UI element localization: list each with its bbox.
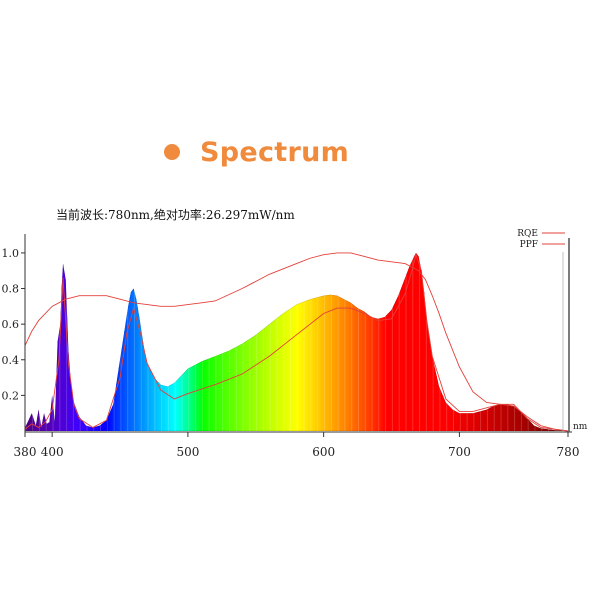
- cursor-readout: 当前波长:780nm,绝对功率:26.297mW/nm: [56, 208, 295, 222]
- chart-title: Spectrum: [200, 136, 350, 168]
- x-tick-label: 600: [312, 445, 335, 459]
- spectrum-chart[interactable]: 0.2 0.4 0.6 0.8 1.0 380 400 500 600 700 780 nm RQEP…: [0, 226, 600, 471]
- x-tick-label: 500: [176, 445, 199, 459]
- chart-heading: Spectrum: [164, 132, 349, 172]
- legend-label-ppf: PPF: [520, 240, 538, 250]
- x-unit-label: nm: [573, 422, 588, 432]
- y-tick-label: 0.6: [2, 318, 20, 331]
- x-tick-label: 400: [41, 445, 64, 459]
- legend-label-rqe: RQE: [517, 229, 538, 239]
- y-tick-label: 1.0: [2, 247, 20, 260]
- bullet-icon: [164, 144, 180, 160]
- series-line-rqe: [24, 252, 569, 432]
- x-tick-label: 780: [557, 445, 580, 459]
- y-tick-label: 0.8: [2, 283, 20, 296]
- x-tick-label: 380: [14, 445, 37, 459]
- series-line-ppf: [24, 253, 569, 432]
- y-tick-label: 0.4: [2, 354, 20, 367]
- x-tick-label: 700: [448, 445, 471, 459]
- y-tick-label: 0.2: [2, 389, 20, 402]
